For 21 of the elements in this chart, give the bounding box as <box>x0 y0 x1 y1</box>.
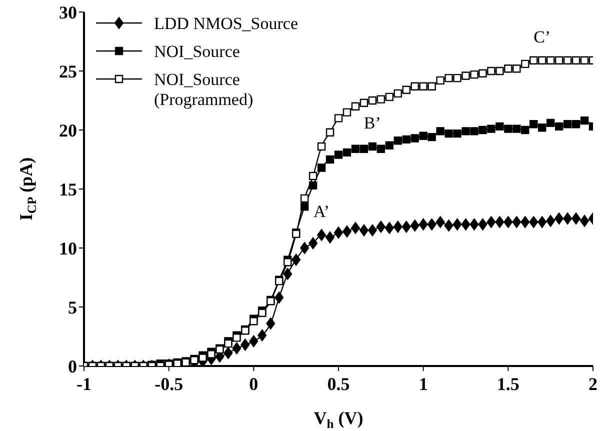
y-tick-label: 20 <box>59 120 77 140</box>
y-tick-label: 30 <box>59 2 77 22</box>
y-tick-label: 5 <box>68 297 77 318</box>
x-tick-label: 1.5 <box>496 374 520 394</box>
y-tick-label: 0 <box>68 356 77 376</box>
x-tick-label: -0.5 <box>154 374 184 394</box>
x-axis-title: V$_{h}$ (V) <box>314 408 364 431</box>
legend-label: LDD NMOS_Source <box>154 14 300 34</box>
x-tick-label: 2 <box>588 374 598 394</box>
x-tick-label: 1 <box>418 374 428 394</box>
x-tick-label: 0.5 <box>327 374 350 394</box>
x-tick-label: 0 <box>249 374 258 394</box>
y-tick-label: 15 <box>59 179 77 200</box>
legend-label: NOI_Source (Programmed) <box>154 70 254 110</box>
annotation: B’ <box>364 114 381 133</box>
x-tick-label: -1 <box>76 374 92 394</box>
y-tick-label: 25 <box>59 61 77 82</box>
legend-label: NOI_Source <box>154 42 241 62</box>
annotation: A’ <box>314 202 330 222</box>
annotation: C’ <box>534 27 551 46</box>
y-tick-label: 10 <box>59 238 77 258</box>
